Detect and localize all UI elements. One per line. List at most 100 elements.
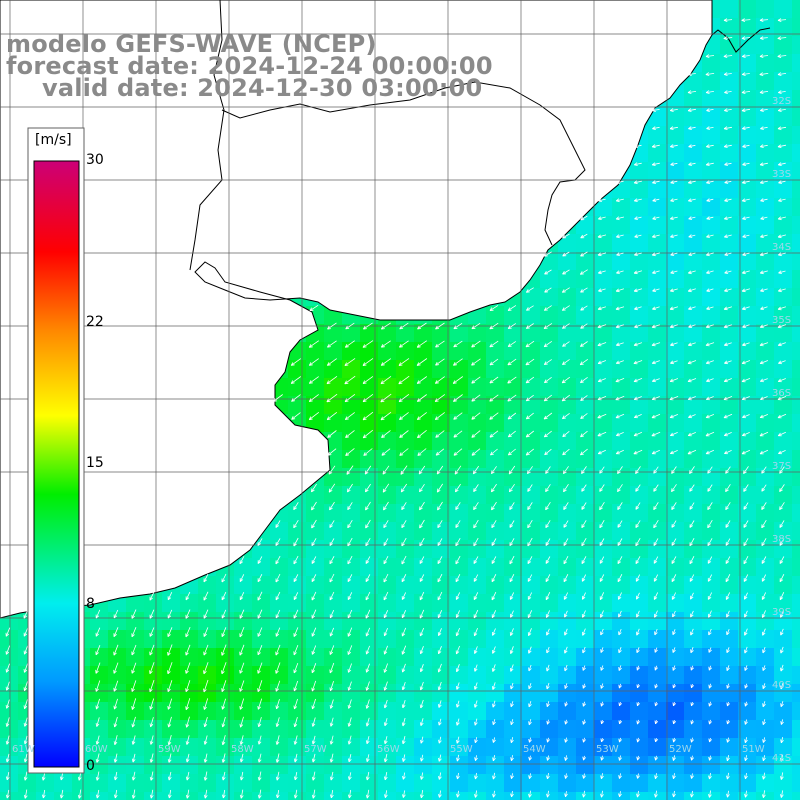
speed-cell <box>774 144 792 162</box>
speed-cell <box>774 450 792 468</box>
speed-cell <box>612 414 630 432</box>
speed-cell <box>612 558 630 576</box>
speed-cell <box>414 576 432 594</box>
speed-cell <box>774 90 792 108</box>
speed-cell <box>576 558 594 576</box>
speed-cell <box>738 108 756 126</box>
speed-cell <box>594 486 612 504</box>
speed-cell <box>738 36 756 54</box>
speed-cell <box>468 540 486 558</box>
speed-cell <box>414 486 432 504</box>
speed-cell <box>774 306 792 324</box>
speed-cell <box>630 378 648 396</box>
speed-cell <box>756 378 774 396</box>
longitude-label: 61W <box>12 744 35 755</box>
speed-cell <box>612 216 630 234</box>
speed-cell <box>612 468 630 486</box>
speed-cell <box>738 576 756 594</box>
speed-cell <box>702 126 720 144</box>
speed-cell <box>648 540 666 558</box>
speed-cell <box>684 342 702 360</box>
speed-cell <box>666 558 684 576</box>
speed-cell <box>576 486 594 504</box>
speed-cell <box>792 450 800 468</box>
speed-cell <box>648 468 666 486</box>
speed-cell <box>756 540 774 558</box>
speed-cell <box>666 360 684 378</box>
speed-cell <box>684 540 702 558</box>
speed-cell <box>720 270 738 288</box>
speed-cell <box>756 216 774 234</box>
speed-cell <box>648 180 666 198</box>
speed-cell <box>720 360 738 378</box>
speed-cell <box>630 216 648 234</box>
speed-cell <box>774 234 792 252</box>
speed-cell <box>666 522 684 540</box>
speed-cell <box>432 522 450 540</box>
speed-cell <box>342 486 360 504</box>
colorbar-unit-label: [m/s] <box>33 132 74 148</box>
speed-cell <box>342 576 360 594</box>
speed-cell <box>648 432 666 450</box>
speed-cell <box>720 144 738 162</box>
longitude-label: 54W <box>523 744 546 755</box>
speed-cell <box>594 270 612 288</box>
speed-cell <box>684 594 702 612</box>
speed-cell <box>342 540 360 558</box>
speed-cell <box>612 594 630 612</box>
speed-cell <box>414 504 432 522</box>
speed-cell <box>792 414 800 432</box>
speed-cell <box>756 234 774 252</box>
speed-cell <box>756 342 774 360</box>
latitude-label: 35S <box>772 315 792 326</box>
speed-cell <box>630 414 648 432</box>
speed-cell <box>630 234 648 252</box>
speed-cell <box>378 540 396 558</box>
speed-cell <box>774 18 792 36</box>
speed-cell <box>288 594 306 612</box>
speed-cell <box>702 162 720 180</box>
speed-cell <box>702 306 720 324</box>
latitude-label: 41S <box>772 753 792 764</box>
speed-cell <box>738 558 756 576</box>
speed-cell <box>594 360 612 378</box>
colorbar-gradient <box>33 160 80 768</box>
speed-cell <box>522 576 540 594</box>
speed-cell <box>630 306 648 324</box>
speed-cell <box>774 72 792 90</box>
speed-cell <box>648 162 666 180</box>
longitude-label: 51W <box>742 744 765 755</box>
speed-cell <box>432 576 450 594</box>
speed-cell <box>738 288 756 306</box>
speed-cell <box>792 522 800 540</box>
speed-cell <box>576 288 594 306</box>
speed-cell <box>720 198 738 216</box>
speed-cell <box>774 270 792 288</box>
speed-cell <box>684 360 702 378</box>
speed-cell <box>666 486 684 504</box>
speed-cell <box>738 504 756 522</box>
speed-cell <box>738 54 756 72</box>
speed-cell <box>468 558 486 576</box>
speed-cell <box>306 576 324 594</box>
speed-cell <box>792 36 800 54</box>
speed-cell <box>594 594 612 612</box>
speed-cell <box>558 234 576 252</box>
speed-cell <box>720 54 738 72</box>
speed-cell <box>486 468 504 486</box>
speed-cell <box>648 576 666 594</box>
speed-cell <box>774 180 792 198</box>
speed-cell <box>684 180 702 198</box>
speed-cell <box>684 468 702 486</box>
speed-cell <box>558 252 576 270</box>
latitude-label: 40S <box>772 680 792 691</box>
speed-cell <box>738 360 756 378</box>
speed-cell <box>738 450 756 468</box>
speed-cell <box>630 504 648 522</box>
speed-cell <box>756 432 774 450</box>
speed-cell <box>738 540 756 558</box>
speed-cell <box>648 144 666 162</box>
speed-cell <box>378 576 396 594</box>
speed-cell <box>306 540 324 558</box>
